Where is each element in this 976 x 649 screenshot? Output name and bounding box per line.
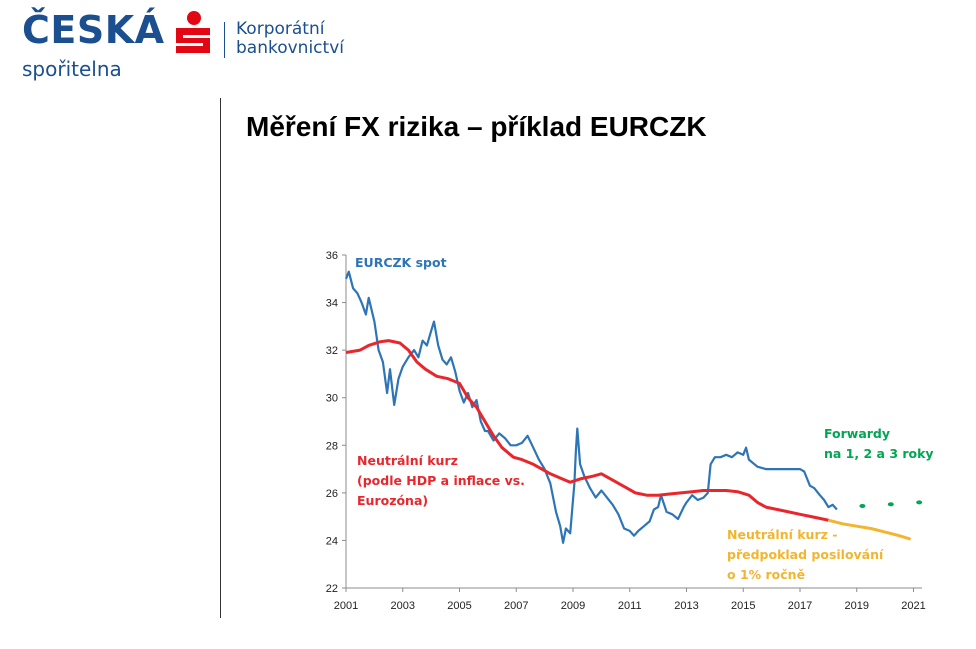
y-tick-label: 30	[326, 393, 338, 405]
y-tick-label: 26	[326, 488, 338, 500]
brand-division-line2: bankovnictví	[236, 38, 344, 58]
y-tick-label: 32	[326, 345, 338, 357]
brand-division-line1: Korporátní	[236, 19, 325, 39]
eurczk-chart: 22 24 26 28 30 32 34 36 2001 2003 2005 2007 2009 2011…	[326, 250, 934, 612]
annotation-neutral-line: Eurozóna)	[357, 493, 428, 508]
x-tick-label: 2021	[901, 600, 925, 612]
x-tick-label: 2011	[618, 600, 642, 612]
brand-separator	[224, 22, 225, 58]
slide-title: Měření FX rizika – příklad EURCZK	[246, 111, 707, 142]
x-tick-label: 2013	[674, 600, 698, 612]
x-tick-label: 2005	[447, 600, 471, 612]
annotation-neutral_proj-line: o 1% ročně	[727, 567, 805, 582]
annotation-neutral-line: Neutrální kurz	[357, 453, 458, 468]
y-tick-label: 28	[326, 440, 338, 452]
x-tick-label: 2001	[334, 600, 358, 612]
bank-logo: ČESKÁ Korporátní bankovnictví spořitelna	[22, 10, 362, 88]
annotation-neutral-line: (podle HDP a inflace vs.	[357, 473, 525, 488]
chart-annotations: EURCZK spot Neutrální kurz (podle HDP a in…	[355, 255, 934, 582]
y-tick-label: 34	[326, 298, 338, 310]
annotation-spot-line: EURCZK spot	[355, 255, 447, 270]
forward-point	[916, 500, 923, 505]
brand-name: ČESKÁ	[22, 8, 165, 52]
annotation-forward-line: na 1, 2 a 3 roky	[824, 446, 934, 461]
series-neutral-line	[345, 339, 829, 522]
chart-axes: 22 24 26 28 30 32 34 36 2001 2003 2005 2007 2009 2011…	[326, 250, 926, 612]
forward-point	[859, 503, 866, 508]
series-spot-line	[344, 270, 838, 544]
annotation-neutral_proj-line: Neutrální kurz -	[727, 527, 837, 542]
x-tick-label: 2017	[788, 600, 812, 612]
x-tick-label: 2009	[561, 600, 585, 612]
y-tick-label: 22	[326, 583, 338, 595]
x-tick-label: 2003	[391, 600, 415, 612]
brand-subname: spořitelna	[22, 57, 122, 81]
series-neutral_proj-line	[828, 518, 912, 541]
x-tick-label: 2019	[844, 600, 868, 612]
annotation-forward-line: Forwardy	[824, 426, 890, 441]
annotation-neutral_proj-line: předpoklad posilování	[727, 547, 884, 562]
forward-point	[887, 502, 894, 507]
chart-series	[344, 270, 923, 544]
sporitelna-s-icon	[176, 11, 210, 53]
y-tick-label: 24	[326, 535, 338, 547]
brand-division: Korporátní bankovnictví	[236, 20, 344, 58]
y-tick-label: 36	[326, 250, 338, 262]
x-tick-label: 2007	[504, 600, 528, 612]
x-tick-label: 2015	[731, 600, 755, 612]
slide-divider	[220, 98, 221, 618]
